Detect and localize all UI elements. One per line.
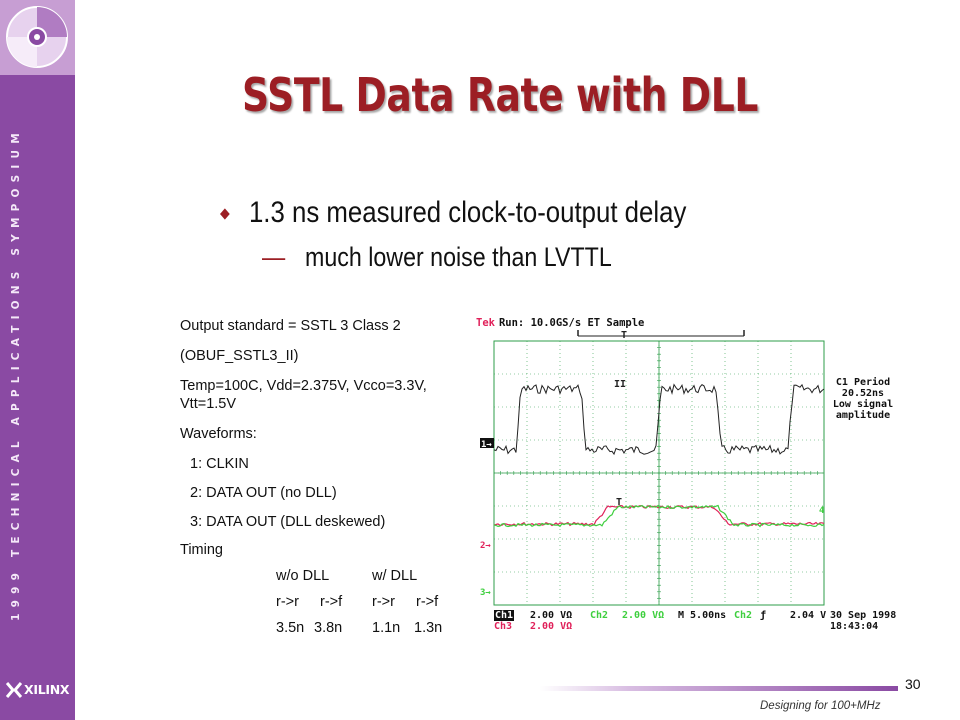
sub-bullet: — much lower noise than LVTTL	[262, 242, 612, 273]
measure-label: C1 Period	[835, 377, 891, 388]
ch1-marker-box	[480, 438, 494, 448]
waveforms-label: Waveforms:	[180, 426, 257, 442]
measure-note-2: amplitude	[835, 410, 891, 421]
xilinx-logo: XILINX	[6, 680, 72, 700]
ch3-marker: 3→	[480, 588, 491, 598]
col-rf-no-dll: r->f	[320, 594, 343, 610]
sidebar: 1999 TECHNICAL APPLICATIONS SYMPOSIUM XI…	[0, 0, 75, 720]
value-rf-no-dll: 3.8n	[314, 620, 343, 636]
ch2-label: Ch2	[590, 610, 609, 621]
col-rr-no-dll: r->r	[276, 594, 299, 610]
measurement-readout: C1 Period 20.52ns Low signal amplitude	[828, 377, 898, 421]
ch3-data-out-dll-trace	[493, 504, 825, 528]
dash-marker: —	[262, 242, 286, 272]
ch1-clkin-trace	[493, 383, 825, 456]
footer-divider	[540, 686, 898, 691]
timebase: M 5.00ns	[678, 610, 727, 621]
ch2-marker: 2→	[480, 541, 491, 551]
ch3-label: Ch3	[494, 621, 513, 632]
scope-waveforms: T 1→ 2→ 3→ 4 II T	[480, 330, 825, 606]
timing-label: Timing	[180, 542, 223, 558]
symposium-label: 1999 TECHNICAL APPLICATIONS SYMPOSIUM	[10, 126, 22, 621]
trigger-position-marker: T	[621, 330, 627, 341]
header-dll: w/ DLL	[372, 568, 418, 584]
measurement-cursor: II	[614, 379, 626, 390]
col-rf-dll: r->f	[416, 594, 439, 610]
trigger-channel: Ch2	[734, 610, 753, 621]
diamond-bullet-icon	[220, 208, 230, 220]
ch2-scale: 2.00 VΩ	[622, 610, 665, 621]
conditions-line: Temp=100C, Vdd=2.375V, Vcco=3.3V,	[180, 378, 427, 394]
trigger-slope-icon: ƒ	[760, 610, 767, 621]
xilinx-mark-icon	[6, 682, 22, 698]
scope-run-status: Run: 10.0GS/s ET Sample	[498, 317, 645, 329]
waveform-2: 2: DATA OUT (no DLL)	[190, 485, 337, 501]
ch1-marker: 1→	[481, 440, 492, 450]
acquisition-bracket	[577, 330, 745, 337]
slide-title: SSTL Data Rate with DLL	[242, 68, 758, 122]
sub-bullet-text: much lower noise than LVTTL	[305, 242, 612, 272]
vtt-line: Vtt=1.5V	[180, 396, 237, 412]
footer-caption: Designing for 100+MHz	[760, 700, 881, 712]
value-rr-no-dll: 3.5n	[276, 620, 305, 636]
cd-icon	[6, 6, 68, 68]
cd-logo	[0, 0, 75, 75]
xilinx-wordmark: XILINX	[24, 682, 70, 697]
output-standard: Output standard = SSTL 3 Class 2	[180, 318, 401, 334]
waveform-3: 3: DATA OUT (DLL deskewed)	[190, 514, 386, 530]
scope-status: Tek Run: 10.0GS/s ET Sample	[476, 317, 644, 329]
waveform-1: 1: CLKIN	[190, 456, 249, 472]
ch4-marker: 4	[819, 506, 825, 516]
page-number: 30	[905, 676, 921, 692]
measure-note-1: Low signal	[832, 399, 894, 410]
trigger-level: 2.04 V	[790, 610, 827, 621]
header-no-dll: w/o DLL	[276, 568, 330, 584]
ch3-scale: 2.00 VΩ	[530, 621, 573, 632]
scope-grid	[493, 340, 825, 606]
capture-date: 30 Sep 1998	[830, 610, 897, 621]
buffer-name: (OBUF_SSTL3_II)	[180, 348, 299, 364]
value-rf-dll: 1.3n	[414, 620, 443, 636]
trigger-level-marker: T	[616, 497, 622, 508]
scope-brand: Tek	[476, 317, 495, 329]
measure-value: 20.52ns	[841, 388, 885, 399]
oscilloscope-capture: Tek Run: 10.0GS/s ET Sample T 1→ 2→ 3→ 4 …	[476, 317, 896, 642]
col-rr-dll: r->r	[372, 594, 395, 610]
ch1-label: Ch1	[494, 610, 515, 621]
capture-time: 18:43:04	[830, 621, 879, 632]
ch1-scale: 2.00 VΩ	[530, 610, 573, 621]
value-rr-dll: 1.1n	[372, 620, 401, 636]
main-bullet-text: 1.3 ns measured clock-to-output delay	[248, 196, 687, 229]
main-bullet: 1.3 ns measured clock-to-output delay	[218, 196, 686, 230]
